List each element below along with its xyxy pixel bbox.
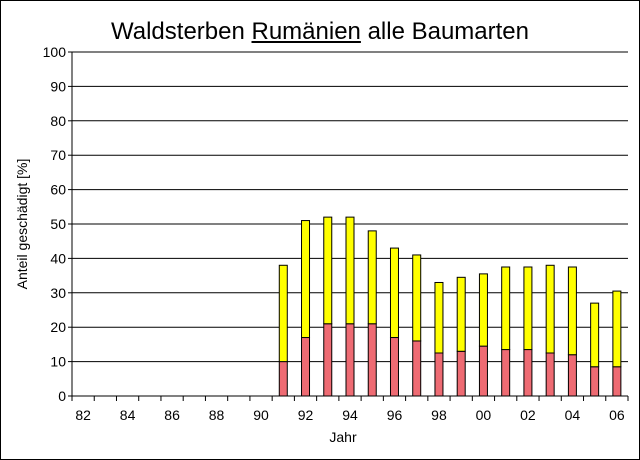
bar-upper-segment	[278, 264, 288, 363]
x-tick-label: 98	[431, 407, 447, 423]
x-tick-label: 88	[209, 407, 225, 423]
title-part-1: Waldsterben	[110, 18, 252, 45]
bar-upper-segment	[567, 266, 577, 356]
x-tick-label: 84	[120, 407, 136, 423]
bar-lower-segment	[412, 340, 422, 397]
bar-lower-segment	[323, 323, 333, 397]
bar-upper-segment	[367, 230, 377, 325]
x-tick-labels: 82 84 86 88 90 92 94 96 98 00 02 04 06	[75, 407, 625, 423]
gridlines	[72, 51, 628, 363]
y-tick-label: 90	[50, 78, 66, 94]
x-axis-label: Jahr	[329, 429, 357, 445]
bar-lower-segment	[590, 366, 600, 397]
chart-title: Waldsterben Rumänien alle Baumarten	[0, 18, 640, 46]
y-tick-label: 20	[50, 319, 66, 335]
y-tick-label: 0	[58, 388, 66, 404]
y-tick-label: 70	[50, 147, 66, 163]
bar-upper-segment	[323, 216, 333, 325]
x-tick-label: 96	[387, 407, 403, 423]
bar-lower-segment	[278, 361, 288, 397]
bar-upper-segment	[434, 281, 444, 354]
bar-upper-segment	[389, 247, 399, 339]
axes	[68, 51, 629, 401]
bar-lower-segment	[345, 323, 355, 397]
bar-upper-segment	[301, 220, 311, 339]
bar-upper-segment	[612, 290, 622, 368]
bar-lower-segment	[389, 337, 399, 397]
bars	[278, 216, 622, 397]
bar-lower-segment	[612, 366, 622, 397]
y-tick-label: 60	[50, 182, 66, 198]
bar-upper-segment	[456, 276, 466, 352]
bar-upper-segment	[412, 254, 422, 342]
bar-upper-segment	[523, 266, 533, 351]
bar-lower-segment	[478, 345, 488, 397]
bar-lower-segment	[301, 337, 311, 397]
y-axis-label: Anteil geschädigt [%]	[14, 159, 30, 290]
bar-lower-segment	[545, 352, 555, 397]
bar-upper-segment	[545, 264, 555, 354]
title-part-2: alle Baumarten	[360, 18, 529, 45]
y-tick-labels: 0 10 20 30 40 50 60 70 80 90 100	[43, 44, 67, 404]
y-tick-label: 80	[50, 113, 66, 129]
bar-lower-segment	[367, 323, 377, 397]
x-tick-label: 90	[253, 407, 269, 423]
x-tick-label: 86	[164, 407, 180, 423]
x-tick-label: 94	[342, 407, 358, 423]
x-tick-label: 04	[565, 407, 581, 423]
x-tick-label: 92	[298, 407, 314, 423]
x-tick-label: 82	[75, 407, 91, 423]
y-tick-label: 10	[50, 354, 66, 370]
y-tick-label: 50	[50, 216, 66, 232]
bar-lower-segment	[523, 349, 533, 397]
bar-lower-segment	[434, 352, 444, 397]
x-tick-label: 06	[609, 407, 625, 423]
bar-upper-segment	[590, 302, 600, 368]
x-tick-label: 00	[476, 407, 492, 423]
bar-upper-segment	[478, 273, 488, 347]
y-tick-label: 100	[43, 44, 67, 60]
title-country: Rumänien	[251, 18, 361, 45]
bar-lower-segment	[567, 354, 577, 397]
bar-lower-segment	[456, 350, 466, 397]
bar-lower-segment	[501, 349, 511, 397]
bar-upper-segment	[501, 266, 511, 351]
y-tick-label: 40	[50, 250, 66, 266]
bar-upper-segment	[345, 216, 355, 325]
y-tick-label: 30	[50, 285, 66, 301]
x-tick-label: 02	[520, 407, 536, 423]
